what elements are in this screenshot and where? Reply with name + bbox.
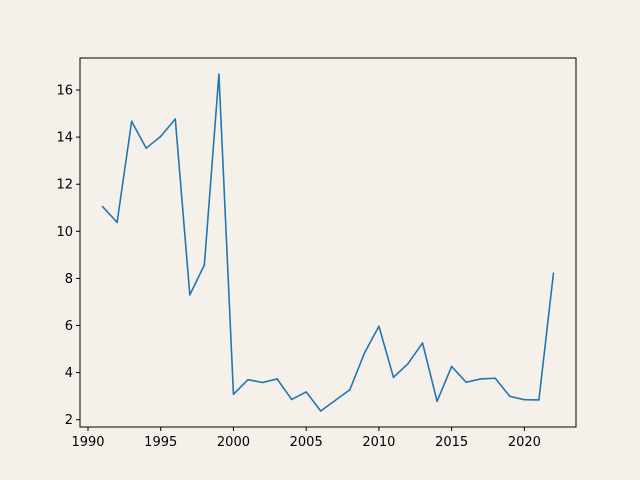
y-tick-label: 14 bbox=[56, 131, 73, 146]
y-tick-label: 10 bbox=[56, 225, 73, 240]
y-tick-label: 12 bbox=[56, 178, 73, 193]
data-point bbox=[203, 264, 206, 266]
x-tick-label: 2015 bbox=[435, 435, 468, 450]
data-point bbox=[552, 272, 555, 275]
data-point bbox=[159, 135, 162, 138]
data-point bbox=[450, 365, 453, 368]
data-point bbox=[494, 377, 497, 380]
y-tick-label: 6 bbox=[65, 319, 73, 334]
data-point bbox=[509, 395, 511, 398]
data-point bbox=[290, 398, 293, 401]
data-point bbox=[363, 352, 366, 355]
x-tick-label: 2010 bbox=[362, 435, 395, 450]
x-tick-label: 1995 bbox=[144, 435, 177, 450]
x-tick-label: 2005 bbox=[290, 435, 323, 450]
y-tick-label: 2 bbox=[65, 413, 73, 428]
data-point bbox=[319, 410, 322, 412]
data-point bbox=[421, 342, 424, 344]
data-point bbox=[130, 120, 133, 123]
data-point bbox=[145, 147, 147, 149]
data-point bbox=[334, 399, 337, 402]
data-point bbox=[538, 399, 540, 401]
y-tick-label: 4 bbox=[65, 366, 73, 381]
data-point bbox=[174, 118, 177, 120]
data-point bbox=[116, 221, 118, 224]
data-point bbox=[392, 376, 395, 379]
data-point bbox=[465, 381, 467, 384]
data-point bbox=[305, 391, 307, 393]
data-point bbox=[523, 398, 526, 401]
data-point bbox=[247, 378, 249, 381]
data-point bbox=[436, 400, 438, 403]
plot-area bbox=[80, 58, 576, 427]
axis-ticks: 1990 1995 2000 2005 2010 2015 2020 2 4 6 8 10 12 14 16 bbox=[56, 84, 540, 450]
data-point bbox=[378, 325, 380, 328]
data-point bbox=[407, 362, 409, 365]
x-tick-label: 2000 bbox=[217, 435, 250, 450]
x-tick-label: 2020 bbox=[508, 435, 541, 450]
y-tick-label: 8 bbox=[65, 272, 73, 287]
series-line bbox=[101, 73, 555, 412]
plot-frame bbox=[79, 57, 577, 428]
y-tick-label: 16 bbox=[56, 84, 73, 99]
series-lines bbox=[101, 73, 555, 412]
data-point bbox=[276, 378, 278, 380]
x-tick-label: 1990 bbox=[71, 435, 104, 450]
data-point bbox=[261, 381, 264, 384]
data-point bbox=[232, 393, 235, 396]
data-point bbox=[218, 73, 220, 76]
data-point bbox=[101, 205, 104, 208]
data-point bbox=[349, 388, 351, 391]
data-point bbox=[479, 378, 482, 380]
data-point bbox=[189, 294, 191, 296]
